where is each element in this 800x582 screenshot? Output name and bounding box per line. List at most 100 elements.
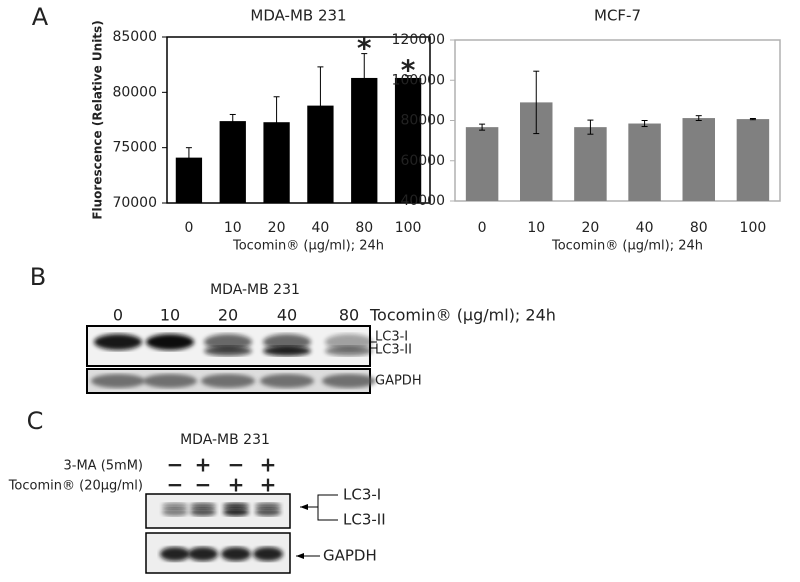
y-tick-label: 60000 xyxy=(400,153,445,169)
x-tick-label: 10 xyxy=(224,220,242,236)
y-axis-label: Fluorescence (Relative Units) xyxy=(91,20,105,219)
blot-band xyxy=(253,547,283,561)
blot-band xyxy=(162,508,188,516)
blot-band xyxy=(143,374,197,388)
blot-band xyxy=(188,547,218,561)
lane-label: 40 xyxy=(277,306,297,325)
blot-band xyxy=(263,346,311,356)
condition-sign: − xyxy=(228,453,245,477)
blot-band xyxy=(322,374,376,388)
x-tick-label: 20 xyxy=(268,220,286,236)
condition-sign: + xyxy=(195,453,212,477)
bar xyxy=(628,123,661,201)
y-tick-label: 80000 xyxy=(400,113,445,129)
plot-frame xyxy=(454,39,781,202)
blot-band xyxy=(260,374,314,388)
band-label: LC3-II xyxy=(375,343,412,358)
error-bar xyxy=(749,117,756,121)
condition-sign: + xyxy=(260,473,277,497)
error-bar xyxy=(229,113,236,129)
y-tick-label: 100000 xyxy=(392,72,445,88)
chart-title: MDA-MB 231 xyxy=(250,7,346,25)
blot-band xyxy=(255,503,281,509)
x-tick-label: 0 xyxy=(184,220,193,236)
blot-band xyxy=(146,334,194,350)
blot-band xyxy=(223,503,249,509)
blot-band xyxy=(162,503,188,509)
x-tick-label: 0 xyxy=(478,220,487,236)
blot-band xyxy=(223,508,249,516)
lane-label: 20 xyxy=(218,306,238,325)
blot-band xyxy=(325,334,373,350)
y-tick-label: 75000 xyxy=(112,140,157,156)
panel-letter: A xyxy=(32,3,49,31)
bar xyxy=(682,118,715,201)
condition-label: 3-MA (5mM) xyxy=(64,459,144,474)
panel-letter: B xyxy=(30,263,46,291)
error-bar xyxy=(587,119,594,135)
blot-title: MDA-MB 231 xyxy=(180,432,270,448)
blot-band xyxy=(325,346,373,356)
blot-band xyxy=(160,547,190,561)
condition-sign: − xyxy=(167,473,184,497)
blot-band xyxy=(255,508,281,516)
x-axis-label: Tocomin® (µg/ml); 24h xyxy=(232,239,384,254)
condition-sign: − xyxy=(167,453,184,477)
band-label: GAPDH xyxy=(323,547,377,565)
error-bar xyxy=(479,123,486,131)
band-label: LC3-II xyxy=(343,511,386,529)
band-label: GAPDH xyxy=(375,374,422,389)
blot-band xyxy=(94,334,142,350)
error-bar xyxy=(317,66,324,145)
label-arrow xyxy=(296,553,304,559)
condition-sign: + xyxy=(260,453,277,477)
condition-sign: − xyxy=(195,473,212,497)
blot-band xyxy=(263,334,311,350)
blot-title: MDA-MB 231 xyxy=(210,282,300,298)
label-arrow xyxy=(300,504,308,510)
significance-mark: * xyxy=(401,54,416,87)
blot-band xyxy=(190,503,216,509)
lane-label: 0 xyxy=(113,306,123,325)
chart-title: MCF-7 xyxy=(594,7,641,25)
significance-mark: * xyxy=(357,32,372,65)
condition-sign: + xyxy=(228,473,245,497)
x-axis-label: Tocomin® (µg/ml); 24h xyxy=(551,239,703,254)
blot-band xyxy=(190,508,216,516)
x-tick-label: 80 xyxy=(355,220,373,236)
error-bar xyxy=(695,115,702,121)
blot-band xyxy=(204,334,252,350)
y-tick-label: 40000 xyxy=(400,193,445,209)
y-tick-label: 85000 xyxy=(112,29,157,45)
bar xyxy=(465,127,499,201)
error-bar xyxy=(273,96,280,149)
bar xyxy=(219,121,246,203)
lane-label: 10 xyxy=(160,306,180,325)
blot-band xyxy=(221,547,251,561)
x-tick-label: 100 xyxy=(395,220,422,236)
error-bar xyxy=(533,70,540,135)
blot-band xyxy=(91,374,145,388)
lane-label: 80 xyxy=(339,306,359,325)
condition-label: Tocomin® (20µg/ml) xyxy=(8,479,143,494)
x-tick-label: 100 xyxy=(740,220,767,236)
x-tick-label: 40 xyxy=(636,220,654,236)
plot-frame xyxy=(166,36,431,204)
band-label: LC3-I xyxy=(375,330,408,345)
x-tick-label: 10 xyxy=(527,220,545,236)
error-bar xyxy=(185,147,192,169)
y-tick-label: 80000 xyxy=(112,84,157,100)
x-tick-label: 80 xyxy=(690,220,708,236)
blot-band xyxy=(204,346,252,356)
x-tick-label: 40 xyxy=(312,220,330,236)
bar xyxy=(736,119,770,201)
error-bar xyxy=(405,75,412,81)
bar xyxy=(394,77,422,203)
y-tick-label: 70000 xyxy=(112,195,157,211)
error-bar xyxy=(361,53,368,103)
panel-letter: C xyxy=(27,407,44,435)
treatment-label: Tocomin® (µg/ml); 24h xyxy=(369,306,556,325)
bar xyxy=(574,127,607,201)
blot-band xyxy=(201,374,255,388)
